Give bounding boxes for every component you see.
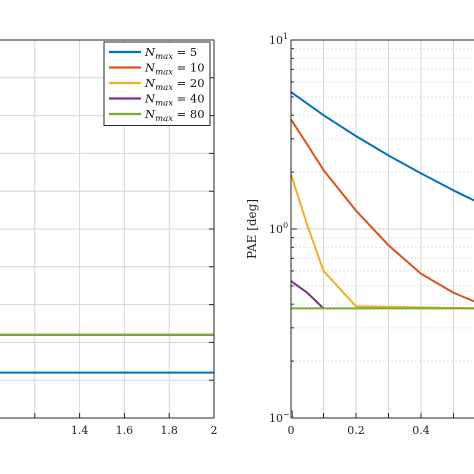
- right-series-line: [290, 91, 474, 202]
- right-gridlines: [290, 39, 474, 419]
- right-x-tick-label: 0.4: [412, 424, 430, 437]
- legend-entry-label: Nmax = 20: [144, 76, 205, 93]
- right-x-tick-label: 0: [288, 424, 295, 437]
- right-series-line: [290, 118, 474, 303]
- right-series-lines: [290, 91, 474, 310]
- left-x-tick-label: 1.8: [160, 424, 178, 437]
- right-y-tick-label: 10−1: [269, 410, 295, 425]
- left-x-tick-label: 2: [211, 424, 218, 437]
- left-series-lines: [0, 333, 214, 374]
- legend-entry-label: Nmax = 80: [144, 107, 205, 124]
- right-x-tick-label: 0.2: [347, 424, 365, 437]
- left-x-tick-label: 1.6: [116, 424, 134, 437]
- left-plot-frame: [0, 39, 215, 419]
- right-series-line: [290, 173, 474, 310]
- legend-entry-label: Nmax = 5: [144, 45, 197, 62]
- right-series-line: [290, 280, 325, 310]
- legend-entry-label: Nmax = 40: [144, 92, 205, 109]
- right-y-tick-label: 100: [269, 221, 288, 236]
- right-y-axis-label: PAE [deg]: [245, 199, 259, 259]
- left-x-tick-label: 1.4: [71, 424, 89, 437]
- right-y-tick-label: 101: [269, 32, 288, 47]
- legend-entry-label: Nmax = 10: [144, 61, 205, 78]
- left-tick-labels: 1.4 1.6 1.8 2: [71, 424, 218, 437]
- right-plot-frame: [290, 39, 474, 419]
